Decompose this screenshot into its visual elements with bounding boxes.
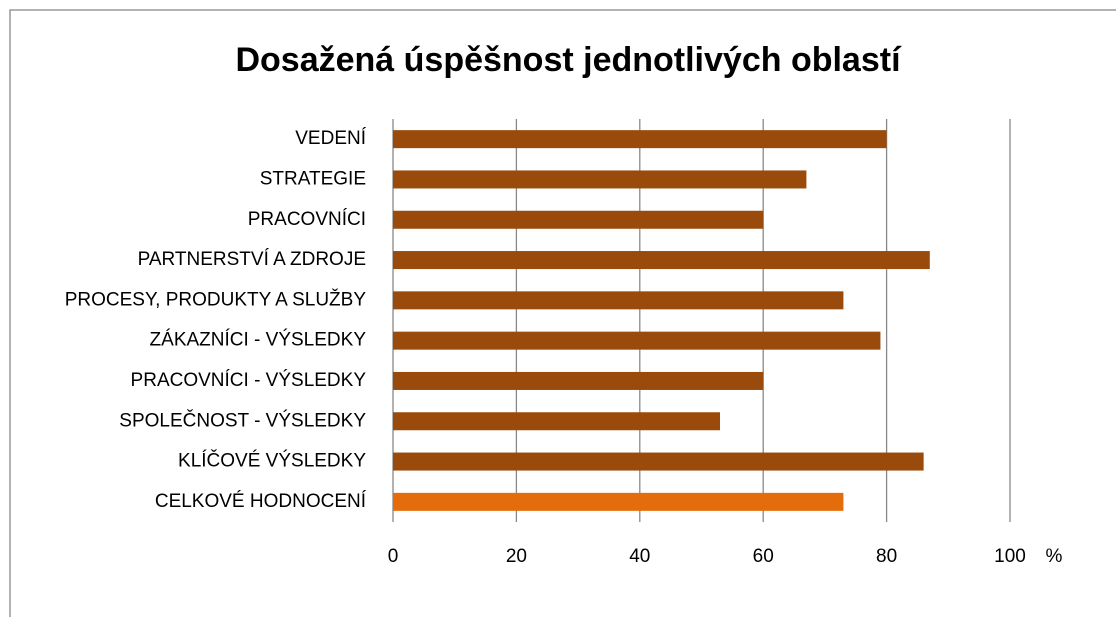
x-axis-unit: %: [1046, 546, 1063, 567]
bar: [393, 251, 930, 270]
y-tick-label: PRACOVNÍCI - VÝSLEDKY: [131, 370, 367, 391]
x-tick-label: 60: [753, 546, 774, 567]
bar: [393, 412, 721, 431]
bar: [393, 130, 887, 149]
bar: [393, 331, 881, 350]
x-tick-label: 80: [876, 546, 897, 567]
chart-frame: [9, 9, 1116, 617]
y-tick-label: PARTNERSTVÍ A ZDROJE: [138, 249, 366, 270]
bar: [393, 452, 924, 471]
y-tick-label: PRACOVNÍCI: [248, 209, 366, 230]
x-tick-label: 0: [388, 546, 399, 567]
y-tick-label: ZÁKAZNÍCI - VÝSLEDKY: [150, 330, 367, 351]
y-tick-label: KLÍČOVÉ VÝSLEDKY: [178, 450, 366, 472]
y-tick-label: VEDENÍ: [295, 128, 366, 149]
bar: [393, 492, 844, 511]
y-tick-label: PROCESY, PRODUKTY A SLUŽBY: [65, 288, 367, 310]
y-tick-label: SPOLEČNOST - VÝSLEDKY: [119, 409, 366, 431]
y-tick-label: CELKOVÉ HODNOCENÍ: [155, 491, 367, 512]
x-tick-label: 40: [629, 546, 650, 567]
bar: [393, 170, 807, 189]
bar: [393, 210, 764, 229]
x-tick-label: 20: [506, 546, 527, 567]
bar: [393, 291, 844, 310]
bar: [393, 371, 764, 390]
chart-title: Dosažená úspěšnost jednotlivých oblastí: [235, 41, 902, 79]
y-tick-label: STRATEGIE: [260, 168, 366, 189]
x-tick-label: 100: [994, 546, 1026, 567]
